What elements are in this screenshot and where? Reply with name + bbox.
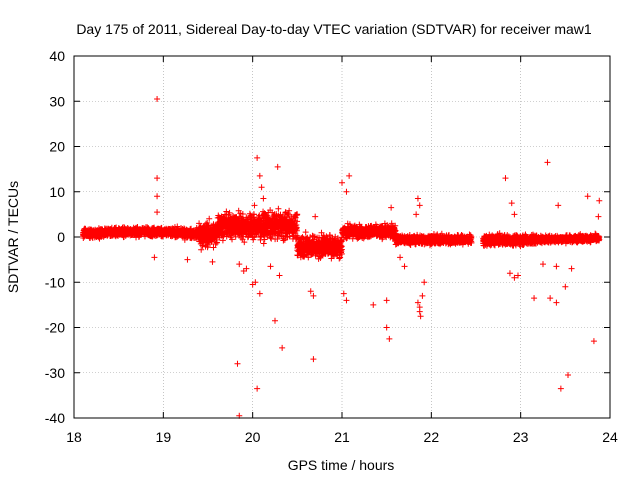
data-point: [198, 246, 205, 253]
data-point: [219, 237, 226, 244]
chart-title: Day 175 of 2011, Sidereal Day-to-day VTE…: [76, 21, 592, 37]
data-point: [206, 215, 213, 222]
data-point: [237, 210, 244, 217]
data-point: [261, 236, 268, 243]
data-point: [294, 218, 301, 225]
data-point: [260, 240, 267, 247]
data-point: [267, 234, 274, 241]
data-point: [302, 229, 309, 236]
data-point: [250, 211, 257, 218]
data-point: [213, 239, 220, 246]
data-point: [210, 244, 217, 251]
data-point: [305, 254, 312, 261]
data-point: [318, 229, 325, 236]
data-point: [199, 242, 206, 249]
data-point: [286, 207, 293, 214]
data-point: [294, 212, 301, 219]
data-point: [392, 227, 399, 234]
data-point: [223, 208, 230, 215]
data-point: [337, 254, 344, 261]
data-point: [200, 240, 207, 247]
data-point: [226, 209, 233, 216]
data-point: [264, 212, 271, 219]
data-point: [277, 230, 284, 237]
data-point: [338, 246, 345, 253]
data-point: [196, 220, 203, 227]
data-point: [239, 210, 246, 217]
data-point: [250, 236, 257, 243]
data-points: [80, 95, 603, 419]
data-point: [241, 239, 248, 246]
data-point: [229, 236, 236, 243]
data-point: [275, 205, 282, 212]
data-point: [332, 233, 339, 240]
data-point: [468, 239, 475, 246]
data-point: [468, 233, 475, 240]
data-point: [317, 254, 324, 261]
data-point: [327, 232, 334, 239]
